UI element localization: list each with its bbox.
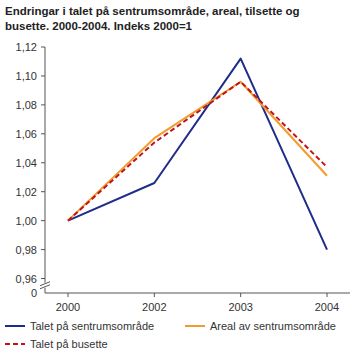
y-tick-label: 1,08 [16,99,37,111]
y-tick [41,191,45,192]
x-tick-label: 2000 [56,301,80,313]
y-tick [41,75,45,76]
y-tick [41,104,45,105]
axis-break [40,283,50,288]
y-tick-label: 1,02 [16,186,37,198]
legend-swatch [5,325,25,327]
title: Endringar i talet på sentrumsområde, are… [5,5,300,17]
x-tick [327,293,328,297]
y-tick-label: 0,96 [16,273,37,285]
legend-label: Talet på busette [30,338,108,350]
x-tick-label: 2003 [228,301,252,313]
series-line [68,82,327,221]
x-tick [240,293,241,297]
series-line [68,59,327,250]
x-tick [68,293,69,297]
x-tick-label: 2002 [142,301,166,313]
axis-break [40,285,50,289]
y-tick [41,133,45,134]
y-tick [41,47,45,48]
y-tick [41,278,45,279]
axis-zero-label: 0 [31,287,37,299]
series-line [68,82,327,221]
chart: Endringar i talet på sentrumsområde, are… [0,0,362,362]
y-tick [41,220,45,221]
y-axis [45,47,46,293]
y-tick-label: 1,06 [16,128,37,140]
y-tick-label: 1,00 [16,215,37,227]
legend-swatch [185,325,205,327]
plot-area [68,59,327,250]
legend-label: Areal av sentrumsområde [210,320,336,332]
y-tick [41,162,45,163]
y-tick-label: 1,10 [16,70,37,82]
y-tick-label: 1,04 [16,157,37,169]
legend-label: Talet på sentrumsområde [30,320,154,332]
x-axis [45,293,350,294]
title: busette. 2000-2004. Indeks 2000=1 [5,20,193,32]
x-tick [154,293,155,297]
y-tick-label: 1,12 [16,41,37,53]
legend-swatch [5,343,25,345]
y-tick-label: 0,98 [16,244,37,256]
x-tick-label: 2004 [315,301,339,313]
y-tick [41,249,45,250]
